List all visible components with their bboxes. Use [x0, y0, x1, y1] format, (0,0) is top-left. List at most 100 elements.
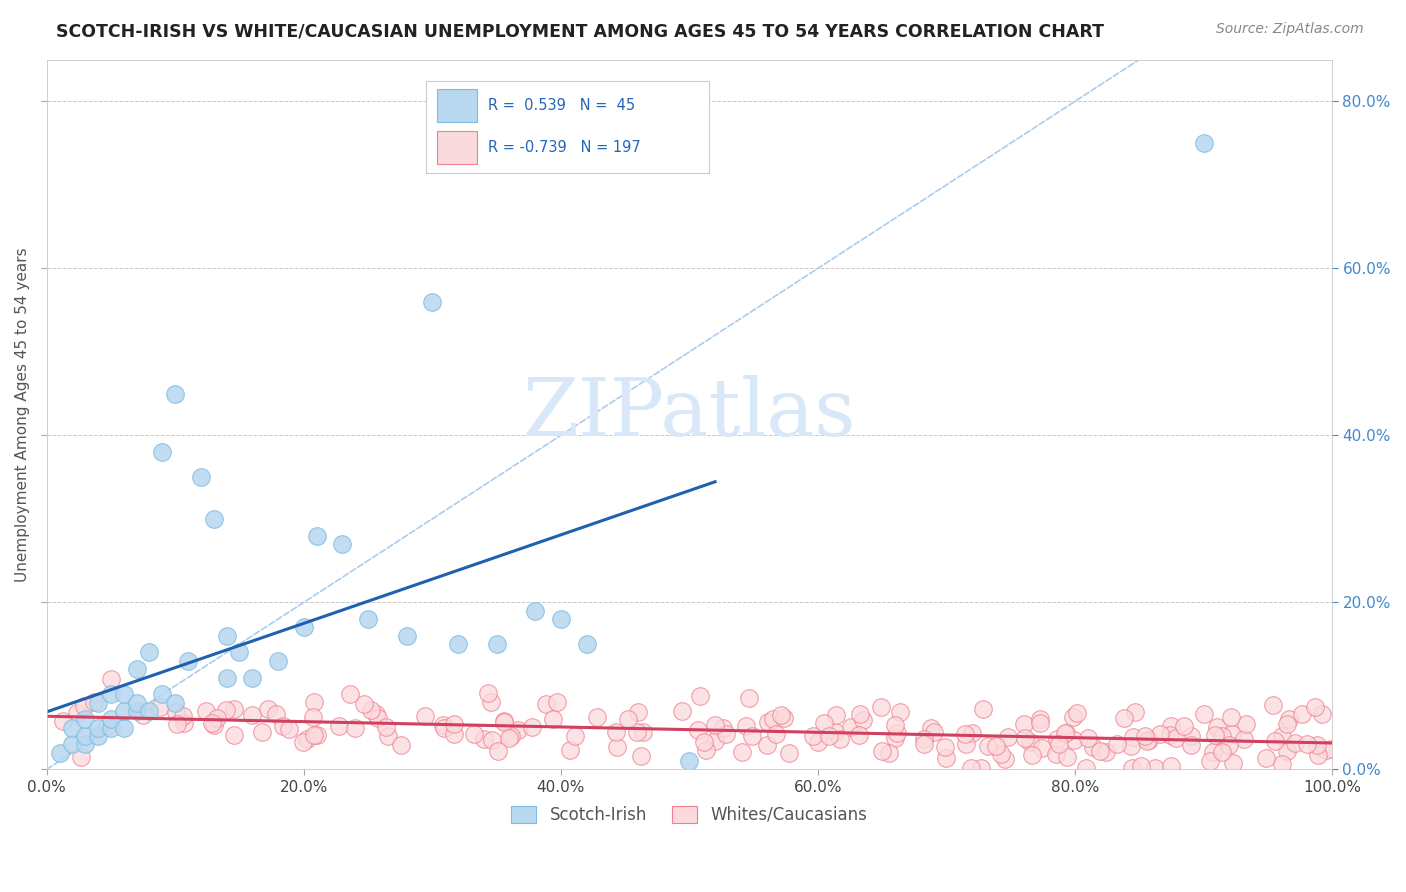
Point [1160, 718, 1182, 732]
Point [432, 718, 454, 732]
Point [165, 386, 187, 401]
Point [292, 735, 315, 749]
Point [1049, 737, 1071, 751]
Point [48, 746, 70, 760]
Point [686, 723, 709, 737]
Point [138, 704, 160, 718]
Point [1211, 745, 1233, 759]
Point [990, 747, 1012, 762]
Point [472, 731, 495, 746]
Point [889, 706, 911, 720]
Point [228, 645, 250, 659]
Point [807, 735, 830, 749]
Point [343, 721, 366, 735]
Point [292, 620, 315, 634]
Point [242, 708, 264, 723]
Point [1271, 729, 1294, 743]
Point [1202, 745, 1225, 759]
Point [499, 730, 522, 744]
Point [997, 730, 1019, 744]
Point [817, 729, 839, 743]
Point [112, 721, 135, 735]
Point [1137, 733, 1160, 747]
Point [922, 725, 945, 739]
Point [87, 729, 110, 743]
Point [377, 730, 399, 744]
Point [546, 696, 568, 710]
Point [481, 732, 503, 747]
Point [1220, 727, 1243, 741]
Point [1159, 728, 1181, 742]
Point [75, 737, 97, 751]
Point [1305, 738, 1327, 752]
Point [1199, 754, 1222, 768]
Point [125, 696, 148, 710]
Point [366, 710, 388, 724]
Point [1105, 737, 1128, 751]
Point [756, 715, 779, 730]
Point [1149, 727, 1171, 741]
Point [1295, 737, 1317, 751]
Point [1136, 733, 1159, 747]
Point [1218, 738, 1240, 752]
Point [395, 629, 418, 643]
Point [177, 654, 200, 668]
Point [138, 645, 160, 659]
Point [477, 686, 499, 700]
Point [150, 445, 173, 459]
Point [1160, 759, 1182, 773]
Point [1222, 756, 1244, 771]
Point [605, 725, 627, 739]
Point [606, 739, 628, 754]
Point [364, 707, 387, 722]
Point [463, 727, 485, 741]
Point [486, 744, 509, 758]
Point [1062, 710, 1084, 724]
Point [934, 739, 956, 754]
Point [1211, 729, 1233, 743]
Point [524, 604, 547, 618]
Text: ZIPatlas: ZIPatlas [523, 376, 856, 453]
Point [87, 721, 110, 735]
Point [479, 695, 502, 709]
Point [626, 725, 648, 739]
Point [357, 612, 380, 626]
Point [125, 662, 148, 676]
Point [839, 720, 862, 734]
Point [1056, 750, 1078, 764]
Point [494, 715, 516, 730]
Point [765, 727, 787, 741]
Point [1192, 707, 1215, 722]
Point [222, 728, 245, 742]
Point [1063, 733, 1085, 747]
Point [692, 735, 714, 749]
Point [149, 699, 172, 714]
Point [304, 728, 326, 742]
Point [100, 672, 122, 686]
Point [703, 733, 725, 747]
Point [1180, 729, 1202, 743]
Point [1256, 751, 1278, 765]
Point [970, 761, 993, 775]
Point [627, 706, 650, 720]
Point [100, 687, 122, 701]
Point [172, 709, 194, 723]
Point [541, 712, 564, 726]
Point [1180, 738, 1202, 752]
Point [1192, 136, 1215, 150]
Point [1277, 717, 1299, 731]
Point [413, 708, 436, 723]
Point [1233, 732, 1256, 747]
Point [433, 721, 456, 735]
Point [205, 711, 228, 725]
Point [1234, 717, 1257, 731]
Point [1090, 744, 1112, 758]
Point [201, 715, 224, 730]
Point [1077, 731, 1099, 745]
Point [1278, 712, 1301, 726]
Point [714, 727, 737, 741]
Point [633, 724, 655, 739]
Point [173, 715, 195, 730]
Point [1121, 739, 1143, 753]
Point [165, 696, 187, 710]
